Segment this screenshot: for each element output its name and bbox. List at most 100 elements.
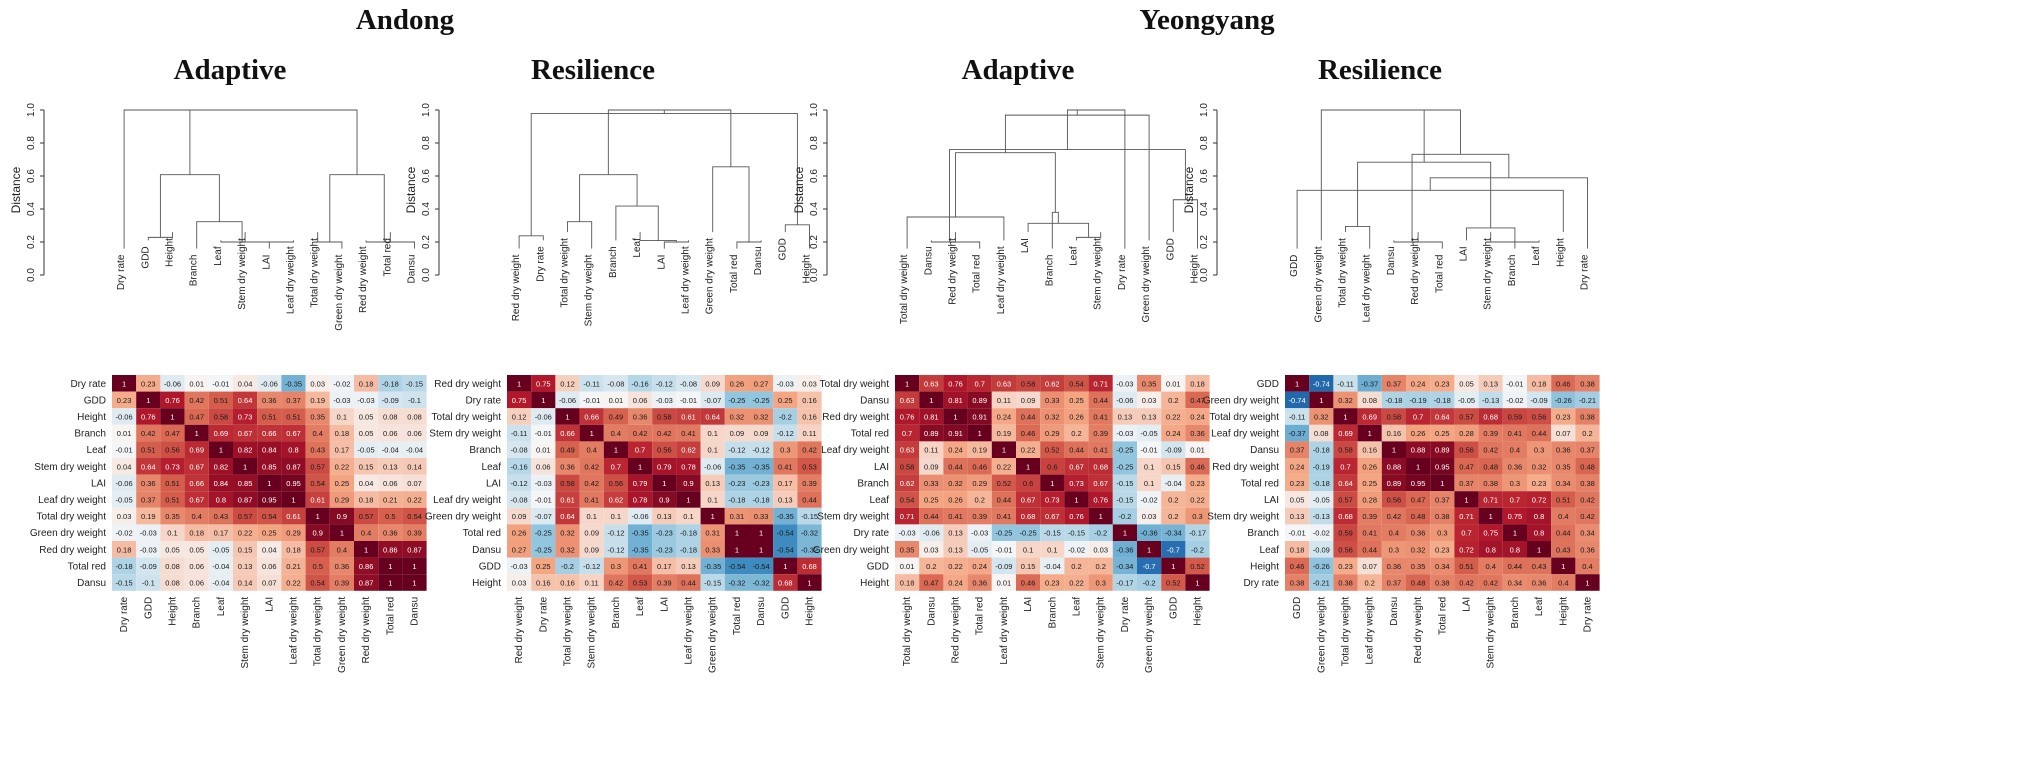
heatmap-cell [1430, 557, 1455, 575]
heatmap-cell-label: -0.06 [535, 413, 552, 422]
heatmap-cell [1088, 375, 1113, 392]
heatmap-row-label: Dansu [860, 395, 889, 406]
heatmap-cell-label: 0.42 [189, 396, 204, 405]
heatmap-col-label: Dry rate [538, 596, 549, 632]
heatmap-cell [749, 441, 774, 458]
heatmap-cell-label: 0.52 [1166, 579, 1181, 588]
heatmap-cell [1406, 507, 1431, 525]
heatmap-cell [136, 474, 161, 492]
heatmap-cell [991, 391, 1016, 409]
heatmap-row-label: Height [472, 578, 501, 589]
heatmap-cell [895, 474, 920, 492]
correlation-heatmap: 1 0.75 0.12 -0.11 -0.08 -0.16 -0.12 -0.08 0.09 0.… [425, 375, 822, 673]
heatmap-cell-label: 0.87 [407, 545, 422, 554]
dendrogram-branch [712, 166, 750, 242]
dendrogram-branch [518, 235, 544, 249]
heatmap-cell-label: 0.42 [1483, 579, 1498, 588]
heatmap-cell [797, 524, 822, 541]
heatmap-cell-label: 0.24 [948, 579, 963, 588]
heatmap-cell [967, 524, 992, 541]
heatmap-cell-label: 0.21 [286, 562, 301, 571]
dendrogram-leaf-label-red-dry-weight: Red dry weight [948, 238, 959, 305]
y-tick-label: 0.4 [421, 202, 432, 216]
heatmap-cell-label: 0.57 [310, 462, 325, 471]
heatmap-cell [652, 491, 677, 508]
heatmap-cell [797, 375, 822, 392]
heatmap-cell [919, 507, 944, 525]
heatmap-cell-label: -0.32 [801, 545, 818, 554]
heatmap-cell [676, 408, 701, 425]
heatmap-cell [773, 408, 798, 425]
heatmap-cell-label: 0.56 [1387, 496, 1402, 505]
dendrogram-leaf-label-total-dry-weight: Total dry weight [310, 238, 321, 308]
heatmap-cell-label: 0.38 [1580, 479, 1595, 488]
heatmap-cell-label: -0.54 [753, 562, 770, 571]
heatmap-cell [676, 524, 701, 541]
heatmap-cell-label: 0.95 [262, 496, 277, 505]
heatmap-row-label: Red dry weight [434, 379, 501, 390]
heatmap-cell [1406, 474, 1431, 492]
heatmap-cell [1575, 391, 1600, 409]
heatmap-cell [531, 557, 556, 575]
heatmap-cell [233, 391, 258, 409]
heatmap-cell-label: 0.29 [335, 496, 350, 505]
heatmap-cell [1285, 391, 1310, 409]
heatmap-cell-label: 0.61 [286, 512, 301, 521]
dendrogram-branch [567, 221, 593, 249]
heatmap-cell [1064, 391, 1089, 409]
heatmap-cell [329, 375, 354, 392]
heatmap-cell [329, 557, 354, 575]
heatmap-col-label: Total red [1437, 597, 1448, 635]
heatmap-cell-label: 0.35 [310, 413, 325, 422]
heatmap-cell-label: -0.11 [583, 379, 600, 388]
heatmap-cell-label: 0.47 [1459, 462, 1474, 471]
heatmap-row-label: Total dry weight [432, 412, 502, 423]
heatmap-cell-label: 0.1 [1047, 545, 1057, 554]
y-axis-label: Distance [792, 166, 806, 213]
heatmap-cell [676, 507, 701, 525]
heatmap-cell-label: 0.49 [609, 413, 624, 422]
heatmap-cell-label: 1 [541, 396, 545, 405]
heatmap-cell [555, 541, 580, 558]
heatmap-col-label: Stem dry weight [1486, 597, 1497, 669]
heatmap-cell-label: -0.18 [1434, 396, 1451, 405]
heatmap-cell [724, 524, 749, 541]
heatmap-cell-label: 1 [517, 379, 521, 388]
heatmap-cell-label: 1 [291, 496, 295, 505]
dendrogram-leaf-label-dansu: Dansu [753, 246, 764, 275]
heatmap-cell-label: 0.09 [584, 545, 599, 554]
heatmap-cell-label: 0.42 [1459, 579, 1474, 588]
heatmap-cell [1381, 408, 1406, 425]
heatmap-cell-label: 0.17 [214, 529, 229, 538]
heatmap-cell [1137, 507, 1162, 525]
heatmap-cell [1309, 391, 1334, 409]
heatmap-cell [991, 574, 1016, 591]
heatmap-cell-label: 0.32 [1411, 545, 1426, 554]
heatmap-cell [1454, 375, 1479, 392]
heatmap-cell-label: 0.37 [1435, 496, 1450, 505]
heatmap-cell [1333, 441, 1358, 458]
heatmap-cell [700, 474, 725, 492]
heatmap-cell [1478, 474, 1503, 492]
heatmap-cell-label: 0.07 [262, 579, 277, 588]
heatmap-cell-label: 0.57 [238, 512, 253, 521]
heatmap-cell-label: 0.8 [1485, 545, 1495, 554]
y-tick-label: 0.4 [809, 202, 820, 216]
heatmap-cell-label: 0.78 [681, 462, 696, 471]
heatmap-cell [184, 375, 209, 392]
heatmap-cell-label: 0.03 [310, 379, 325, 388]
heatmap-cell [700, 524, 725, 541]
heatmap-col-label: Height [1193, 597, 1204, 626]
heatmap-cell-label: 0.09 [512, 512, 527, 521]
heatmap-cell-label: 0.13 [383, 462, 398, 471]
dendrogram-leaf-label-dry-rate: Dry rate [116, 254, 127, 290]
heatmap-cell-label: 1 [195, 429, 199, 438]
heatmap-cell [676, 541, 701, 558]
heatmap-cell-label: 0.16 [802, 413, 817, 422]
heatmap-cell-label: 0.29 [1045, 429, 1060, 438]
dendrogram-leaf-label-red-dry-weight: Red dry weight [511, 254, 522, 321]
heatmap-cell [1333, 524, 1358, 541]
heatmap-cell [1016, 441, 1041, 458]
heatmap-cell-label: 0.66 [560, 429, 575, 438]
heatmap-cell [1161, 541, 1186, 558]
